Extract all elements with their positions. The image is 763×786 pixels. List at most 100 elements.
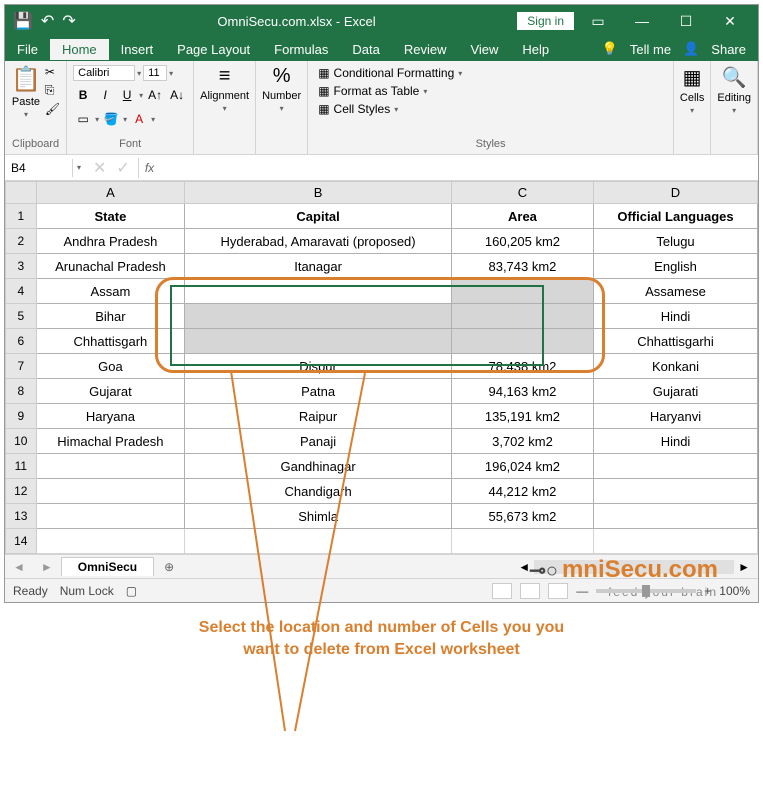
cell[interactable] — [185, 279, 452, 304]
border-button[interactable]: ▭ — [73, 109, 93, 129]
sheet-nav-next[interactable]: ► — [33, 560, 61, 574]
zoom-thumb[interactable] — [642, 585, 650, 597]
tab-help[interactable]: Help — [510, 39, 561, 60]
font-increase-button[interactable]: A↑ — [145, 85, 165, 105]
copy-icon[interactable]: ⎘ — [45, 83, 60, 98]
cell[interactable]: 44,212 km2 — [451, 479, 593, 504]
font-name-select[interactable]: Calibri — [73, 65, 135, 81]
cell[interactable]: Haryanvi — [594, 404, 758, 429]
row-header[interactable]: 1 — [6, 204, 37, 229]
cell[interactable]: Hindi — [594, 304, 758, 329]
share-label[interactable]: Share — [711, 42, 746, 57]
select-all-corner[interactable] — [6, 182, 37, 204]
conditional-formatting-button[interactable]: ▦ Conditional Formatting ▾ — [314, 65, 667, 81]
cell[interactable]: Hyderabad, Amaravati (proposed) — [185, 229, 452, 254]
cell[interactable]: Hindi — [594, 429, 758, 454]
col-header-a[interactable]: A — [36, 182, 185, 204]
row-header[interactable]: 2 — [6, 229, 37, 254]
page-break-view-button[interactable] — [548, 583, 568, 599]
align-icon[interactable]: ≡ — [219, 65, 231, 88]
cell[interactable]: Raipur — [185, 404, 452, 429]
spreadsheet-grid[interactable]: A B C D 1StateCapitalAreaOfficial Langua… — [5, 181, 758, 554]
cell[interactable]: Telugu — [594, 229, 758, 254]
tab-insert[interactable]: Insert — [109, 39, 166, 60]
zoom-in-button[interactable]: + — [704, 584, 711, 598]
zoom-level[interactable]: 100% — [719, 584, 750, 598]
row-header[interactable]: 6 — [6, 329, 37, 354]
chevron-down-icon[interactable]: ▾ — [73, 163, 85, 172]
scroll-left-icon[interactable]: ◄ — [518, 560, 530, 574]
cell-styles-button[interactable]: ▦ Cell Styles ▾ — [314, 101, 667, 117]
cell[interactable]: Bihar — [36, 304, 185, 329]
row-header[interactable]: 14 — [6, 529, 37, 554]
col-header-c[interactable]: C — [451, 182, 593, 204]
cell[interactable] — [451, 329, 593, 354]
paste-button[interactable]: 📋 Paste ▾ — [11, 65, 41, 119]
enter-icon[interactable]: ✓ — [112, 158, 133, 178]
ribbon-options-icon[interactable]: ▭ — [578, 5, 618, 37]
zoom-out-button[interactable]: — — [576, 584, 588, 598]
cell[interactable] — [594, 529, 758, 554]
tab-view[interactable]: View — [458, 39, 510, 60]
cell[interactable]: Dispur — [185, 354, 452, 379]
row-header[interactable]: 11 — [6, 454, 37, 479]
row-header[interactable]: 3 — [6, 254, 37, 279]
row-header[interactable]: 12 — [6, 479, 37, 504]
chevron-down-icon[interactable]: ▾ — [223, 104, 227, 113]
tab-review[interactable]: Review — [392, 39, 459, 60]
cell[interactable] — [594, 454, 758, 479]
cell[interactable] — [451, 279, 593, 304]
chevron-down-icon[interactable]: ▾ — [151, 115, 155, 124]
cell[interactable]: State — [36, 204, 185, 229]
font-size-select[interactable]: 11 — [143, 65, 167, 81]
font-color-button[interactable]: A — [129, 109, 149, 129]
tab-formulas[interactable]: Formulas — [262, 39, 340, 60]
cell[interactable]: 196,024 km2 — [451, 454, 593, 479]
add-sheet-button[interactable]: ⊕ — [154, 560, 184, 574]
underline-button[interactable]: U — [117, 85, 137, 105]
zoom-slider[interactable] — [596, 589, 696, 593]
cell[interactable]: Official Languages — [594, 204, 758, 229]
fx-button[interactable]: fx — [139, 161, 160, 175]
close-icon[interactable]: ✕ — [710, 5, 750, 37]
cell[interactable]: Assamese — [594, 279, 758, 304]
cell[interactable]: 160,205 km2 — [451, 229, 593, 254]
col-header-d[interactable]: D — [594, 182, 758, 204]
cell[interactable]: Patna — [185, 379, 452, 404]
format-table-button[interactable]: ▦ Format as Table ▾ — [314, 83, 667, 99]
percent-icon[interactable]: % — [273, 65, 291, 88]
cell[interactable] — [594, 504, 758, 529]
cell[interactable]: Shimla — [185, 504, 452, 529]
italic-button[interactable]: I — [95, 85, 115, 105]
macro-icon[interactable]: ▢ — [126, 584, 137, 598]
horizontal-scroll[interactable]: ◄ ► — [518, 560, 758, 574]
cell[interactable]: Assam — [36, 279, 185, 304]
tab-page-layout[interactable]: Page Layout — [165, 39, 262, 60]
chevron-down-icon[interactable]: ▾ — [280, 104, 284, 113]
cell[interactable] — [185, 304, 452, 329]
cell[interactable] — [185, 329, 452, 354]
save-icon[interactable]: 💾 — [13, 11, 33, 31]
tellme-icon[interactable]: 💡 — [602, 41, 618, 57]
cut-icon[interactable]: ✂ — [45, 65, 60, 79]
tellme-label[interactable]: Tell me — [630, 42, 671, 57]
cell[interactable] — [451, 304, 593, 329]
page-layout-view-button[interactable] — [520, 583, 540, 599]
cell[interactable]: Capital — [185, 204, 452, 229]
cell[interactable]: Itanagar — [185, 254, 452, 279]
cell[interactable]: 55,673 km2 — [451, 504, 593, 529]
chevron-down-icon[interactable]: ▾ — [169, 69, 173, 78]
cell[interactable]: Haryana — [36, 404, 185, 429]
cell[interactable] — [36, 479, 185, 504]
cell[interactable]: Andhra Pradesh — [36, 229, 185, 254]
fill-color-button[interactable]: 🪣 — [101, 109, 121, 129]
undo-icon[interactable]: ↶ — [41, 11, 54, 31]
tab-file[interactable]: File — [5, 39, 50, 60]
sheet-nav-prev[interactable]: ◄ — [5, 560, 33, 574]
cell[interactable] — [594, 479, 758, 504]
cell[interactable]: Himachal Pradesh — [36, 429, 185, 454]
cell[interactable]: Chhattisgarh — [36, 329, 185, 354]
chevron-down-icon[interactable]: ▾ — [95, 115, 99, 124]
format-painter-icon[interactable]: 🖌 — [45, 102, 60, 116]
share-icon[interactable]: 👤 — [683, 41, 699, 57]
